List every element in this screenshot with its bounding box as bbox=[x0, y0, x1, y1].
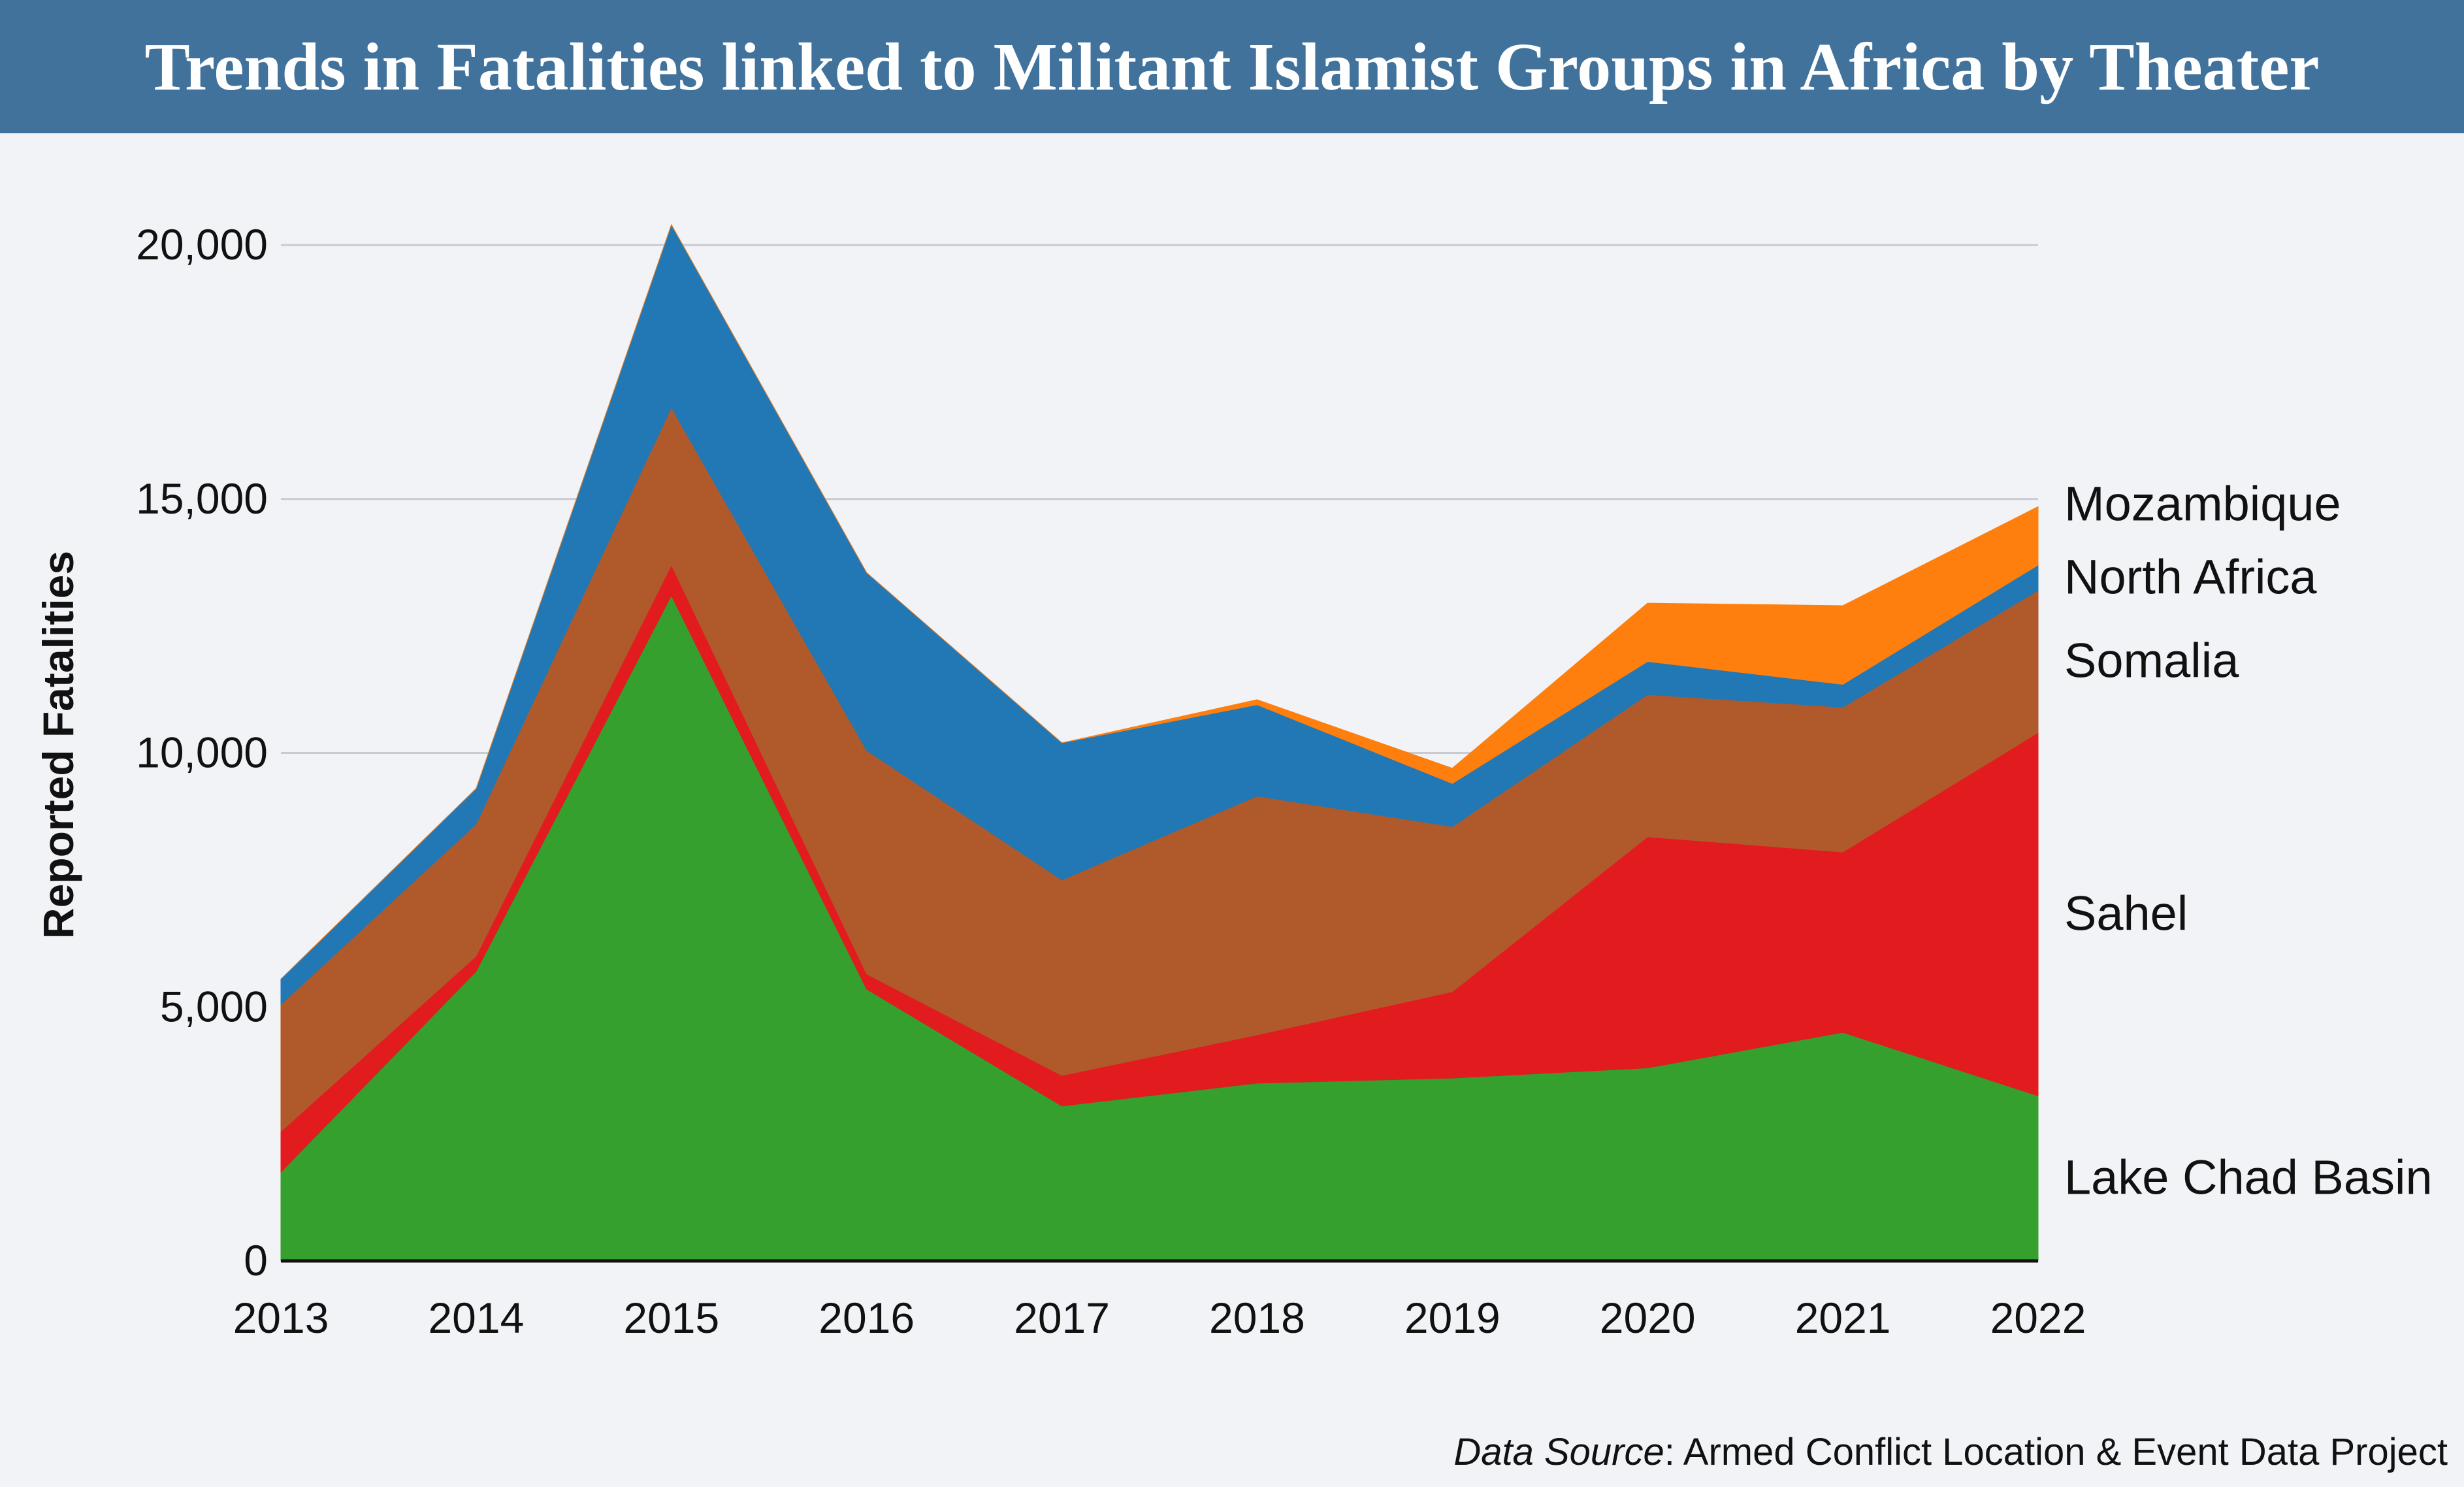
y-tick-label: 10,000 bbox=[136, 728, 268, 777]
y-tick-label: 0 bbox=[244, 1236, 268, 1284]
series-label-lake-chad-basin: Lake Chad Basin bbox=[2064, 1151, 2433, 1205]
x-tick-label: 2020 bbox=[1600, 1294, 1696, 1342]
data-source-note: Data Source: Armed Conflict Location & E… bbox=[1453, 1430, 2448, 1474]
x-tick-label: 2016 bbox=[819, 1294, 915, 1342]
x-tick-label: 2014 bbox=[428, 1294, 524, 1342]
x-tick-label: 2018 bbox=[1209, 1294, 1305, 1342]
x-tick-label: 2013 bbox=[233, 1294, 329, 1342]
area-series bbox=[280, 223, 2039, 1262]
series-label-mozambique: Mozambique bbox=[2064, 476, 2341, 531]
series-label-somalia: Somalia bbox=[2064, 634, 2239, 688]
series-labels: Lake Chad Basin Sahel Somalia North Africa M… bbox=[2064, 476, 2433, 1204]
series-label-sahel: Sahel bbox=[2064, 886, 2188, 940]
y-tick-label: 15,000 bbox=[136, 474, 268, 523]
data-source-prefix: Data Source bbox=[1453, 1431, 1664, 1473]
x-tick-label: 2017 bbox=[1014, 1294, 1110, 1342]
y-tick-label: 5,000 bbox=[160, 982, 268, 1030]
y-tick-labels: 0 5,000 10,000 15,000 20,000 bbox=[136, 220, 268, 1284]
x-tick-label: 2019 bbox=[1404, 1294, 1500, 1342]
area-mozambique bbox=[280, 223, 2039, 979]
x-tick-label: 2022 bbox=[1990, 1294, 2086, 1342]
y-tick-label: 20,000 bbox=[136, 220, 268, 269]
title-bar: Trends in Fatalities linked to Militant … bbox=[0, 0, 2464, 133]
x-tick-label: 2015 bbox=[623, 1294, 719, 1342]
data-source-text: : Armed Conflict Location & Event Data P… bbox=[1664, 1431, 2448, 1473]
x-tick-labels: 2013 2014 2015 2016 2017 2018 2019 2020 2021 2022 bbox=[233, 1294, 2086, 1342]
series-label-north-africa: North Africa bbox=[2064, 549, 2317, 604]
chart-title: Trends in Fatalities linked to Militant … bbox=[144, 29, 2320, 105]
y-axis-label: Reported Fatalities bbox=[34, 551, 82, 939]
x-tick-label: 2021 bbox=[1795, 1294, 1891, 1342]
